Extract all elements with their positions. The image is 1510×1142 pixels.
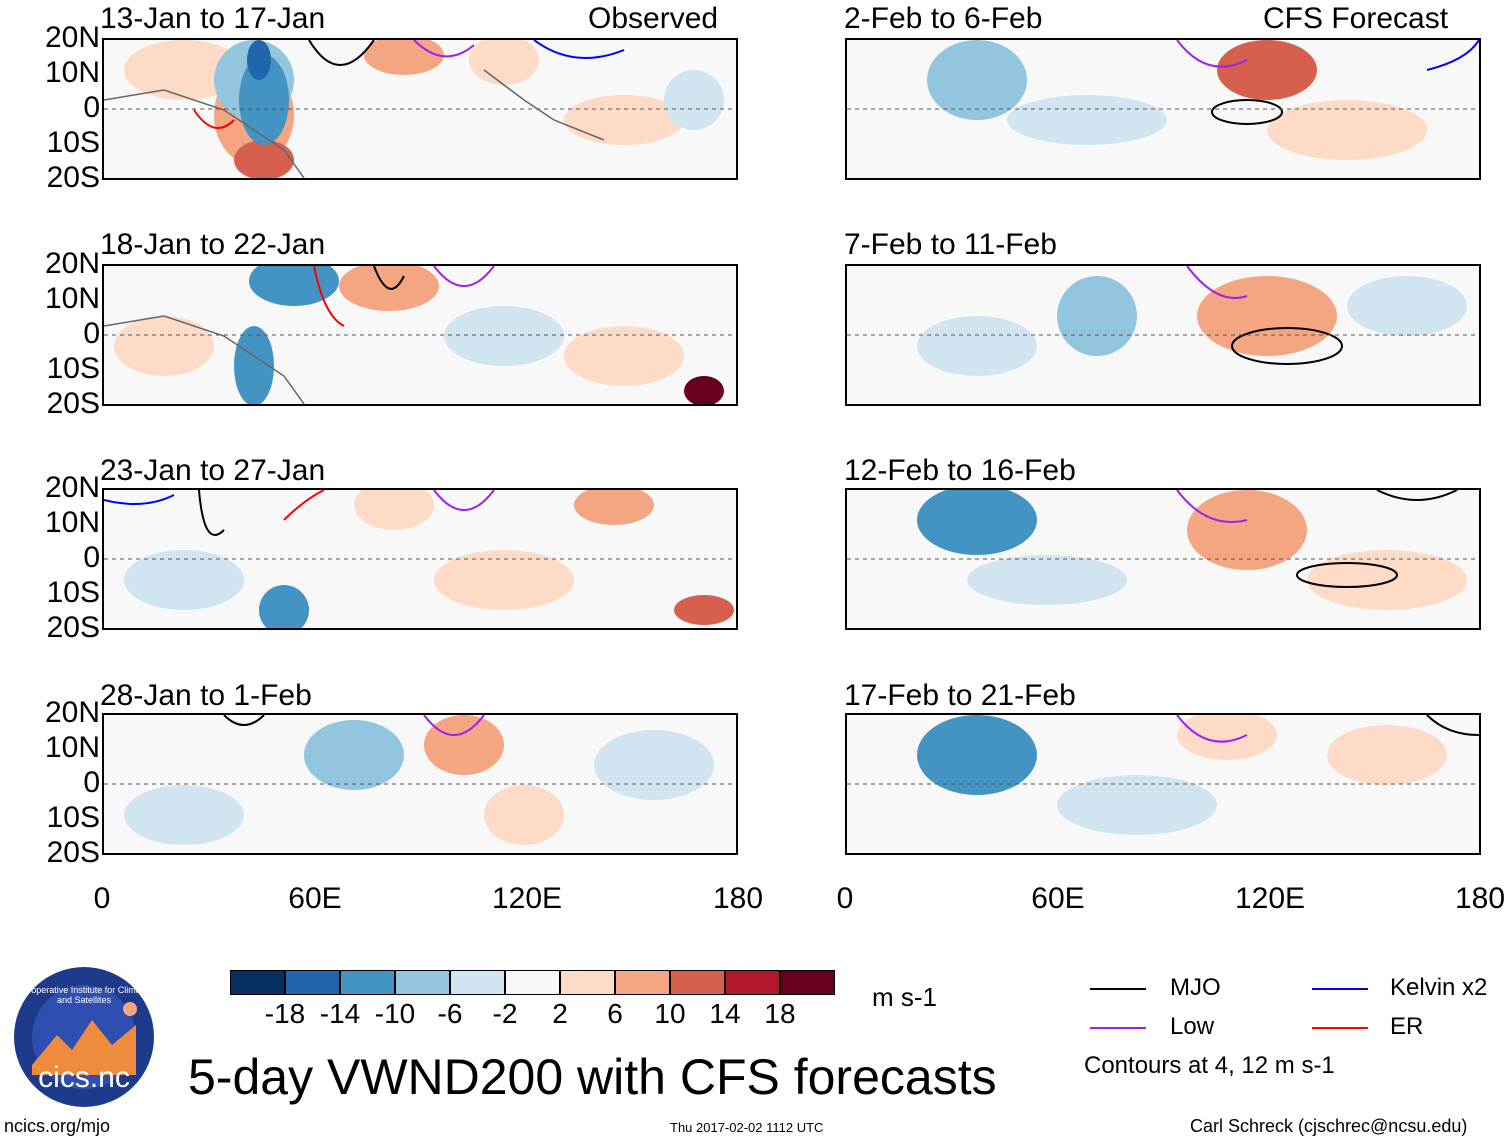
colorbar-label: 6 bbox=[607, 998, 623, 1029]
lon-label: 120E bbox=[1234, 882, 1306, 915]
colorbar-swatch bbox=[340, 970, 395, 995]
colorbar-swatch bbox=[395, 970, 450, 995]
panel-title: 18-Jan to 22-Jan bbox=[100, 228, 326, 261]
lon-label: 180 bbox=[712, 882, 764, 915]
legend-line-low bbox=[1090, 1027, 1146, 1029]
map-panel-fcst-4 bbox=[845, 713, 1481, 855]
legend-label-mjo: MJO bbox=[1170, 974, 1221, 1001]
map-panel-fcst-1 bbox=[845, 38, 1481, 180]
lat-label: 20S bbox=[46, 161, 100, 194]
lat-label: 20N bbox=[44, 21, 100, 54]
colorbar-label: -14 bbox=[319, 998, 361, 1029]
map-panel-fcst-2 bbox=[845, 264, 1481, 406]
panel-title: 17-Feb to 21-Feb bbox=[844, 679, 1076, 712]
lat-label: 0 bbox=[83, 766, 100, 799]
colorbar-label: -6 bbox=[437, 998, 463, 1029]
lat-label: 10S bbox=[46, 352, 100, 385]
lat-label: 20S bbox=[46, 611, 100, 644]
legend-line-kelvin bbox=[1312, 988, 1368, 990]
colorbar-swatch bbox=[670, 970, 725, 995]
main-title: 5-day VWND200 with CFS forecasts bbox=[188, 1049, 997, 1105]
colorbar-label: 2 bbox=[552, 998, 568, 1029]
lat-label: 20S bbox=[46, 387, 100, 420]
lat-label: 10N bbox=[44, 282, 100, 315]
colorbar-label: -10 bbox=[374, 998, 416, 1029]
legend-label-low: Low bbox=[1170, 1013, 1215, 1040]
map-panel-fcst-3 bbox=[845, 488, 1481, 630]
colorbar-swatch bbox=[230, 970, 285, 995]
lat-label: 0 bbox=[83, 317, 100, 350]
colorbar-label: 14 bbox=[709, 998, 741, 1029]
colorbar-label: 18 bbox=[764, 998, 796, 1029]
lat-label: 20N bbox=[44, 696, 100, 729]
lat-label: 10S bbox=[46, 801, 100, 834]
map-panel-obs-1 bbox=[102, 38, 738, 180]
map-panel-obs-4 bbox=[102, 713, 738, 855]
panel-title: 2-Feb to 6-Feb bbox=[844, 2, 1043, 35]
legend-note: Contours at 4, 12 m s-1 bbox=[1084, 1052, 1335, 1079]
logo-ring-text: Cooperative Institute for Climate and Sa… bbox=[19, 985, 149, 1005]
colorbar-units: m s-1 bbox=[872, 982, 937, 1012]
lon-label: 60E bbox=[288, 882, 342, 915]
panel-title: 13-Jan to 17-Jan bbox=[100, 2, 326, 35]
footer-author: Carl Schreck (cjschrec@ncsu.edu) bbox=[1190, 1116, 1468, 1136]
footer-url[interactable]: ncics.org/mjo bbox=[4, 1116, 111, 1136]
cics-logo: Cooperative Institute for Climate and Sa… bbox=[12, 965, 156, 1109]
panel-title: 7-Feb to 11-Feb bbox=[844, 228, 1057, 261]
legend-line-mjo bbox=[1090, 988, 1146, 990]
logo-text: cics.nc bbox=[38, 1061, 130, 1094]
lat-label: 0 bbox=[83, 541, 100, 574]
colorbar-swatch bbox=[505, 970, 560, 995]
colorbar-swatch bbox=[780, 970, 835, 995]
colorbar-swatch bbox=[450, 970, 505, 995]
colorbar-swatch bbox=[285, 970, 340, 995]
lat-label: 10S bbox=[46, 126, 100, 159]
panel-title: 28-Jan to 1-Feb bbox=[100, 679, 312, 712]
colorbar-label: -18 bbox=[264, 998, 306, 1029]
lat-label: 10N bbox=[44, 731, 100, 764]
lat-label: 20S bbox=[46, 836, 100, 869]
panel-title: 12-Feb to 16-Feb bbox=[844, 454, 1076, 487]
lat-label: 10N bbox=[44, 506, 100, 539]
colorbar-label: -2 bbox=[492, 998, 518, 1029]
panel-title: 23-Jan to 27-Jan bbox=[100, 454, 326, 487]
colorbar-label: 10 bbox=[654, 998, 686, 1029]
lat-label: 20N bbox=[44, 247, 100, 280]
lat-label: 10S bbox=[46, 576, 100, 609]
legend-label-er: ER bbox=[1390, 1013, 1424, 1040]
lat-label: 10N bbox=[44, 56, 100, 89]
colorbar-swatch bbox=[560, 970, 615, 995]
lon-label: 0 bbox=[93, 882, 111, 915]
legend-label-kelvin: Kelvin x2 bbox=[1390, 974, 1488, 1001]
lon-label: 180 bbox=[1454, 882, 1506, 915]
lat-label: 0 bbox=[83, 91, 100, 124]
colorbar-swatch bbox=[725, 970, 780, 995]
lon-label: 120E bbox=[491, 882, 563, 915]
panel-tag-observed: Observed bbox=[588, 2, 719, 35]
map-panel-obs-2 bbox=[102, 264, 738, 406]
colorbar-swatch bbox=[615, 970, 670, 995]
legend-line-er bbox=[1312, 1027, 1368, 1029]
panel-tag-forecast: CFS Forecast bbox=[1263, 2, 1449, 35]
lon-label: 0 bbox=[836, 882, 854, 915]
lon-label: 60E bbox=[1031, 882, 1085, 915]
lat-label: 20N bbox=[44, 471, 100, 504]
map-panel-obs-3 bbox=[102, 488, 738, 630]
footer-timestamp: Thu 2017-02-02 1112 UTC bbox=[670, 1120, 824, 1135]
